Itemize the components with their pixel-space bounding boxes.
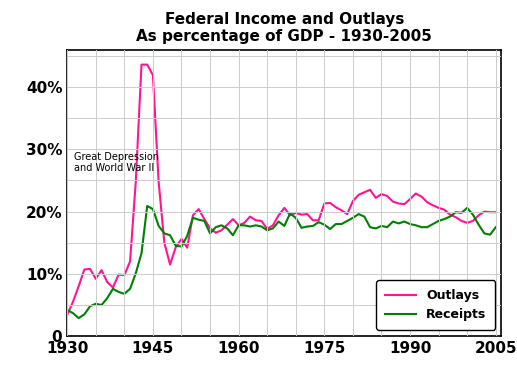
Receipts [64,308,70,312]
Receipts [144,204,150,208]
Receipts [110,286,116,291]
Receipts [361,214,368,219]
Receipts [350,215,356,220]
Receipts [493,225,499,230]
Legend: Outlays, Receipts: Outlays, Receipts [376,280,495,330]
Line: Receipts: Receipts [67,206,496,318]
Outlays [413,191,419,196]
Receipts [75,316,82,320]
Receipts [418,225,424,230]
Outlays [64,313,70,317]
Text: Great Depression
and World War II: Great Depression and World War II [74,152,159,173]
Line: Outlays: Outlays [67,65,496,315]
Outlays [104,280,110,284]
Outlays [344,212,351,216]
Outlays [218,228,224,233]
Outlays [356,193,362,197]
Outlays [139,62,145,67]
Outlays [293,210,299,215]
Title: Federal Income and Outlays
As percentage of GDP - 1930-2005: Federal Income and Outlays As percentage… [136,12,432,44]
Receipts [298,225,305,230]
Outlays [493,210,499,215]
Receipts [224,226,230,231]
